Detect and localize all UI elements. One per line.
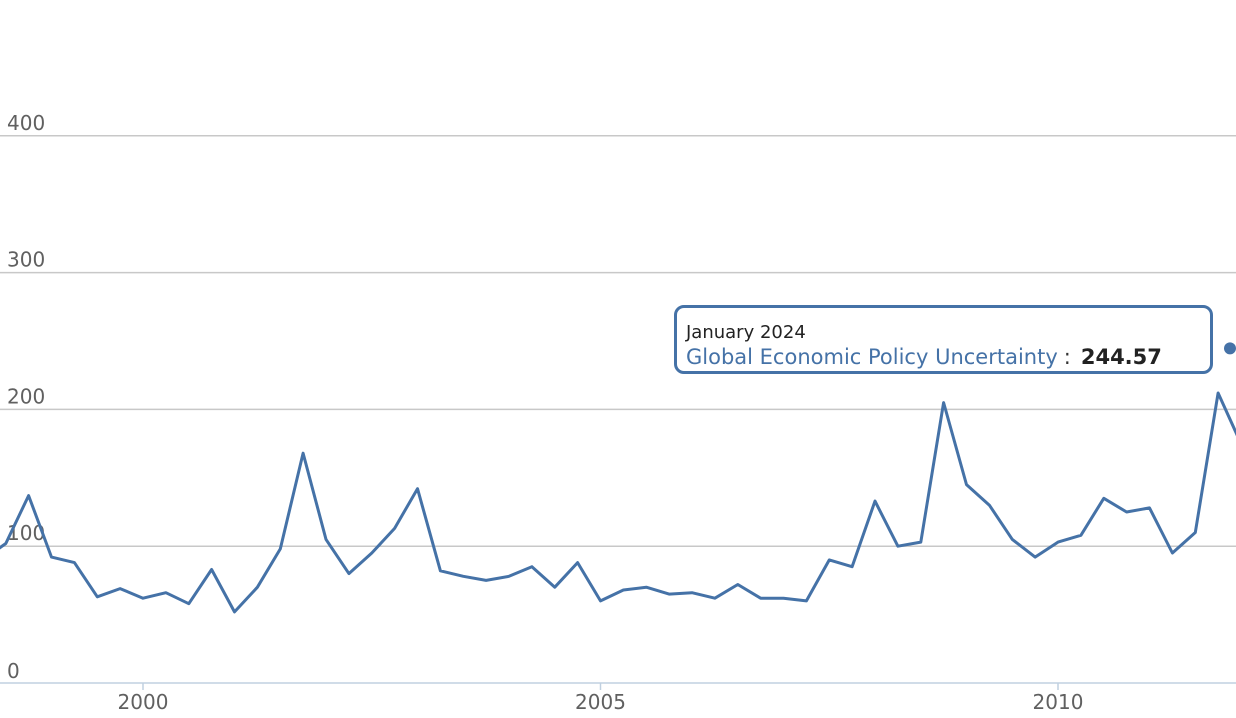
y-tick-label: 200 — [7, 384, 45, 408]
series-line-global-epu[interactable] — [0, 87, 1236, 614]
x-tick-label: 2005 — [575, 690, 626, 714]
y-tick-label: 300 — [7, 248, 45, 272]
tooltip-separator: : — [1063, 345, 1071, 369]
x-tick-label: 2000 — [118, 690, 169, 714]
gridlines — [0, 135, 1236, 547]
tooltip-series-name: Global Economic Policy Uncertainty — [686, 345, 1058, 369]
x-tick-label: 2010 — [1033, 690, 1084, 714]
tooltip: January 2024 Global Economic Policy Unce… — [674, 305, 1213, 374]
tooltip-value: 244.57 — [1080, 345, 1162, 369]
y-tick-label: 400 — [7, 111, 45, 135]
x-axis-labels: 20002005201020152020 — [118, 683, 1084, 714]
y-tick-label: 0 — [7, 659, 20, 683]
tooltip-date: January 2024 — [686, 322, 806, 343]
hover-marker[interactable] — [1222, 340, 1236, 357]
